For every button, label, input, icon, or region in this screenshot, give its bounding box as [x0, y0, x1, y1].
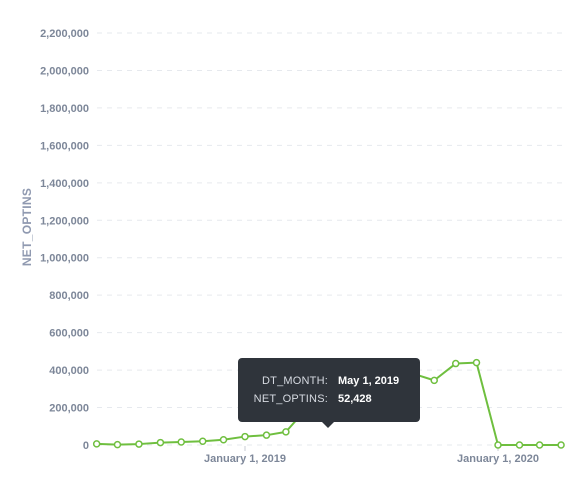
y-tick-label: 200,000 — [49, 403, 89, 415]
y-tick-label: 1,800,000 — [40, 103, 89, 115]
tooltip-row-dt-month: DT_MONTH: May 1, 2019 — [238, 375, 420, 391]
data-point[interactable] — [219, 436, 228, 444]
y-tick-label: 600,000 — [49, 328, 89, 340]
y-tick-label: 2,200,000 — [40, 28, 89, 40]
tooltip-row-net-optins: NET_OPTINS: 52,428 — [238, 393, 420, 409]
tooltip-value-dt-month: May 1, 2019 — [338, 375, 400, 387]
y-tick-label: 400,000 — [49, 365, 89, 377]
data-point[interactable] — [113, 440, 122, 449]
data-point[interactable] — [472, 358, 481, 367]
tooltip-key-dt-month: DT_MONTH: — [262, 375, 328, 387]
data-point[interactable] — [282, 428, 290, 436]
data-point[interactable] — [515, 441, 524, 449]
y-tick-label: 1,200,000 — [40, 215, 89, 227]
data-point[interactable] — [177, 438, 185, 446]
data-point[interactable] — [262, 431, 271, 439]
y-axis-label: NET_OPTINS — [20, 188, 34, 266]
y-tick-label: 1,000,000 — [40, 253, 89, 265]
y-tick-label: 800,000 — [49, 290, 89, 302]
data-point[interactable] — [557, 441, 565, 449]
tooltip-key-net-optins: NET_OPTINS: — [253, 393, 328, 405]
data-point[interactable] — [451, 359, 460, 368]
data-point[interactable] — [135, 440, 143, 448]
data-point[interactable] — [92, 440, 101, 448]
tooltip-value-net-optins: 52,428 — [338, 393, 372, 405]
data-tooltip: DT_MONTH: May 1, 2019 NET_OPTINS: 52,428 — [238, 358, 420, 428]
data-point[interactable] — [198, 437, 207, 446]
data-point[interactable] — [494, 441, 502, 449]
y-tick-label: 1,600,000 — [40, 140, 89, 152]
data-point[interactable] — [241, 432, 249, 441]
data-point[interactable] — [156, 438, 165, 447]
y-tick-label: 0 — [83, 440, 89, 452]
y-tick-label: 1,400,000 — [40, 178, 89, 190]
x-tick-label: January 1, 2020 — [457, 453, 539, 465]
x-axis-ticks: January 1, 2019 January 1, 2020 — [204, 446, 539, 465]
x-tick-label: January 1, 2019 — [204, 453, 286, 465]
data-point[interactable] — [535, 441, 544, 449]
data-point[interactable] — [430, 376, 438, 385]
y-axis-ticks: 0 200,000 400,000 600,000 800,000 1,000,000 1,… — [40, 28, 89, 452]
y-tick-label: 2,000,000 — [40, 65, 89, 77]
